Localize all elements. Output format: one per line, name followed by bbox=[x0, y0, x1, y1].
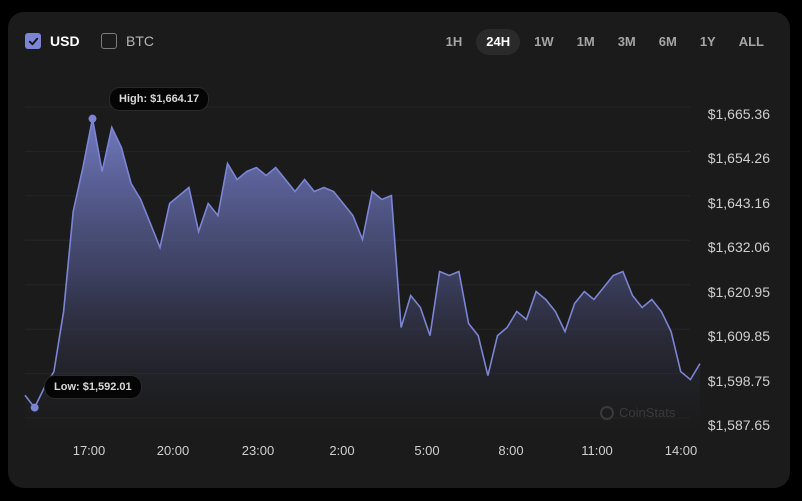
y-tick-label: $1,665.36 bbox=[707, 106, 770, 122]
x-tick-label: 14:00 bbox=[664, 443, 698, 458]
range-1h[interactable]: 1H bbox=[445, 34, 463, 49]
y-tick-label: $1,598.75 bbox=[707, 372, 770, 389]
range-6m[interactable]: 6M bbox=[658, 34, 677, 49]
x-tick-label: 11:00 bbox=[581, 443, 613, 458]
x-tick-label: 17:00 bbox=[72, 443, 106, 458]
high-tooltip: High: $1,664.17 bbox=[109, 87, 210, 111]
range-1w[interactable]: 1W bbox=[534, 34, 554, 49]
btc-checkbox[interactable] bbox=[101, 33, 117, 49]
price-area bbox=[25, 118, 700, 432]
y-tick-label: $1,654.26 bbox=[707, 150, 770, 167]
y-tick-label: $1,632.06 bbox=[707, 239, 770, 256]
btc-label: BTC bbox=[126, 33, 154, 49]
range-all[interactable]: ALL bbox=[738, 34, 764, 49]
range-3m[interactable]: 3M bbox=[617, 34, 636, 49]
y-tick-label: $1,620.95 bbox=[707, 283, 770, 300]
usd-checkbox[interactable] bbox=[25, 33, 41, 49]
range-24h[interactable]: 24H bbox=[476, 29, 521, 55]
btc-toggle[interactable]: BTC bbox=[101, 33, 154, 49]
usd-toggle[interactable]: USD bbox=[25, 33, 80, 49]
low-point-marker bbox=[30, 403, 39, 412]
range-1y[interactable]: 1Y bbox=[699, 34, 716, 49]
y-tick-label: $1,587.65 bbox=[707, 417, 770, 433]
low-tooltip: Low: $1,592.01 bbox=[44, 375, 142, 399]
time-range-selector: 1H 24H 1W 1M 3M 6M 1Y ALL bbox=[432, 29, 773, 55]
x-tick-label: 23:00 bbox=[241, 443, 275, 458]
high-point-marker bbox=[88, 114, 97, 123]
range-1m[interactable]: 1M bbox=[576, 34, 595, 49]
x-tick-label: 8:00 bbox=[498, 443, 524, 458]
x-tick-label: 5:00 bbox=[414, 443, 440, 458]
y-tick-label: $1,609.85 bbox=[707, 328, 770, 345]
x-tick-label: 20:00 bbox=[156, 443, 190, 458]
coinstats-logo-icon bbox=[600, 405, 614, 420]
watermark-text: CoinStats bbox=[619, 405, 676, 420]
x-tick-label: 2:00 bbox=[329, 443, 355, 458]
usd-label: USD bbox=[50, 33, 80, 49]
coinstats-watermark: CoinStats bbox=[600, 405, 675, 420]
checkmark-icon bbox=[28, 37, 38, 45]
y-tick-label: $1,643.16 bbox=[707, 194, 770, 211]
price-line bbox=[24, 118, 701, 410]
